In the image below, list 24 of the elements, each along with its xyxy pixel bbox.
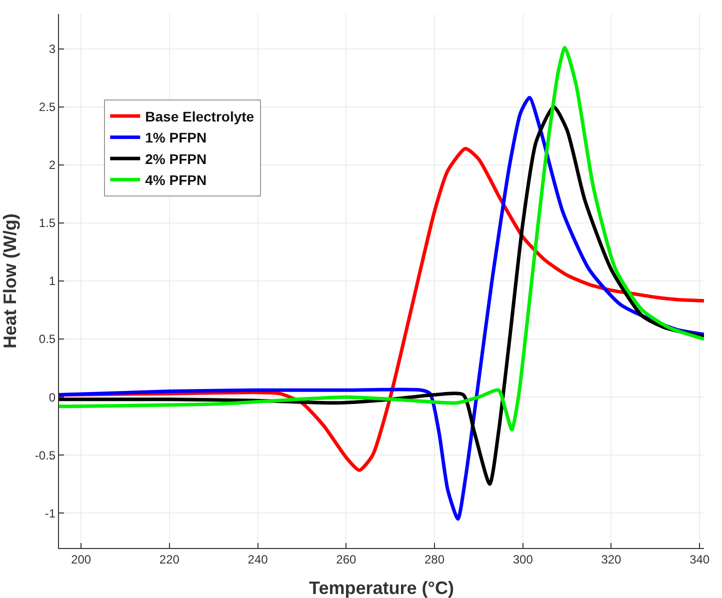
x-axis-title: Temperature (°C) bbox=[309, 578, 454, 598]
x-tick-label: 260 bbox=[336, 552, 356, 566]
x-tick-label: 340 bbox=[690, 552, 710, 566]
legend-label: 1% PFPN bbox=[145, 130, 207, 146]
y-tick-label: 1.5 bbox=[38, 216, 56, 230]
legend-label: Base Electrolyte bbox=[145, 108, 254, 124]
x-tick-label: 200 bbox=[71, 552, 92, 566]
x-tick-label: 240 bbox=[248, 552, 268, 566]
x-tick-label: 320 bbox=[601, 552, 622, 566]
x-tick-label: 280 bbox=[424, 552, 445, 566]
x-tick-label: 300 bbox=[512, 552, 534, 566]
y-tick-label: -1 bbox=[44, 506, 56, 520]
y-tick-label: 1 bbox=[48, 274, 56, 288]
y-axis-title: Heat Flow (W/g) bbox=[0, 214, 20, 348]
y-tick-label: 2.5 bbox=[38, 100, 56, 114]
line-series bbox=[59, 46, 704, 432]
y-tick-label: 3 bbox=[48, 42, 56, 56]
y-tick-label: 2 bbox=[48, 158, 56, 172]
legend-label: 4% PFPN bbox=[145, 172, 207, 188]
legend-label: 2% PFPN bbox=[145, 150, 207, 167]
y-tick-label: 0.5 bbox=[38, 332, 56, 346]
y-tick-label: 0 bbox=[48, 390, 56, 404]
y-tick-label: -0.5 bbox=[34, 448, 56, 462]
x-tick-label: 220 bbox=[159, 552, 180, 566]
